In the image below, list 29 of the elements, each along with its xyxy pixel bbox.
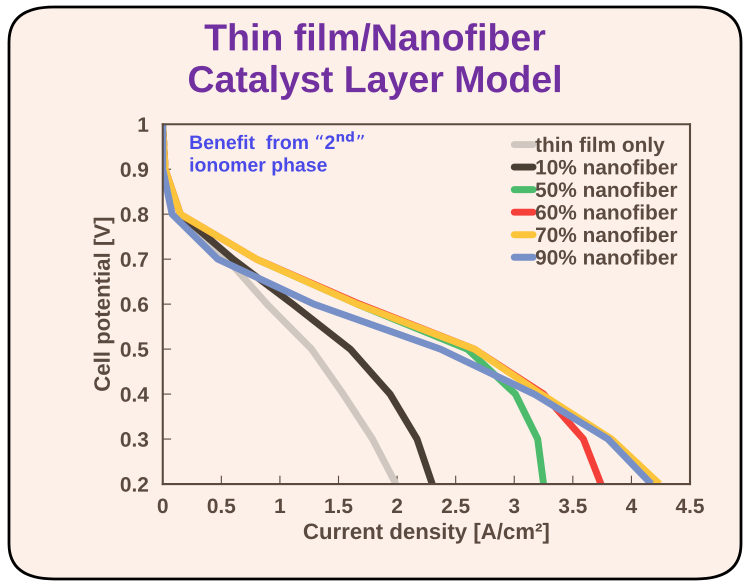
x-axis-title: Current density [A/cm²] — [304, 522, 549, 544]
y-tick-label: 0.4 — [120, 387, 149, 402]
y-axis-title: Cell potential [V] — [94, 218, 114, 391]
y-tick-label: 0.6 — [120, 297, 148, 312]
x-tick-label: 4 — [626, 498, 638, 514]
x-tick-label: 0.5 — [208, 498, 236, 514]
legend-label: 90% nanofiber — [536, 249, 678, 265]
legend-label: 50% nanofiber — [536, 182, 678, 198]
y-tick-label: 0.7 — [120, 252, 148, 267]
y-tick-label: 0.3 — [120, 432, 148, 447]
x-tick-label: 2.5 — [442, 498, 470, 514]
x-tick-label: 2 — [392, 498, 402, 514]
text: Benefit from “2$^{nd}$” ionomer phase — [190, 131, 364, 176]
x-tick-label: 1.5 — [325, 498, 352, 514]
x-tick-label: 3.5 — [558, 498, 587, 514]
y-tick-label: 0.5 — [120, 342, 148, 357]
y-tick-label: 1 — [138, 117, 148, 132]
x-tick-label: 4.5 — [676, 498, 704, 514]
legend-label: 10% nanofiber — [536, 159, 678, 175]
x-tick-label: 3 — [508, 498, 520, 514]
x-tick-label: 0 — [158, 498, 168, 514]
legend-label: 70% nanofiber — [536, 226, 678, 242]
y-tick-label: 0.2 — [120, 477, 148, 492]
legend-label: thin film only — [535, 136, 665, 156]
chart-title: Thin film/Nanofiber Catalyst Layer Model — [188, 23, 560, 100]
legend-label: 60% nanofiber — [536, 204, 678, 220]
x-tick-label: 1 — [275, 498, 286, 514]
y-tick-label: 0.9 — [120, 162, 148, 177]
y-tick-label: 0.8 — [120, 207, 148, 222]
